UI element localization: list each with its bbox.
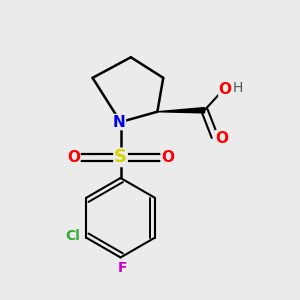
Text: O: O	[161, 150, 174, 165]
Text: N: N	[113, 115, 125, 130]
Text: O: O	[219, 82, 232, 97]
Text: H: H	[232, 81, 243, 95]
Text: S: S	[114, 148, 127, 166]
Text: O: O	[67, 150, 80, 165]
Text: Cl: Cl	[65, 229, 80, 243]
Text: F: F	[117, 261, 127, 275]
Polygon shape	[158, 108, 205, 113]
Text: O: O	[216, 131, 229, 146]
